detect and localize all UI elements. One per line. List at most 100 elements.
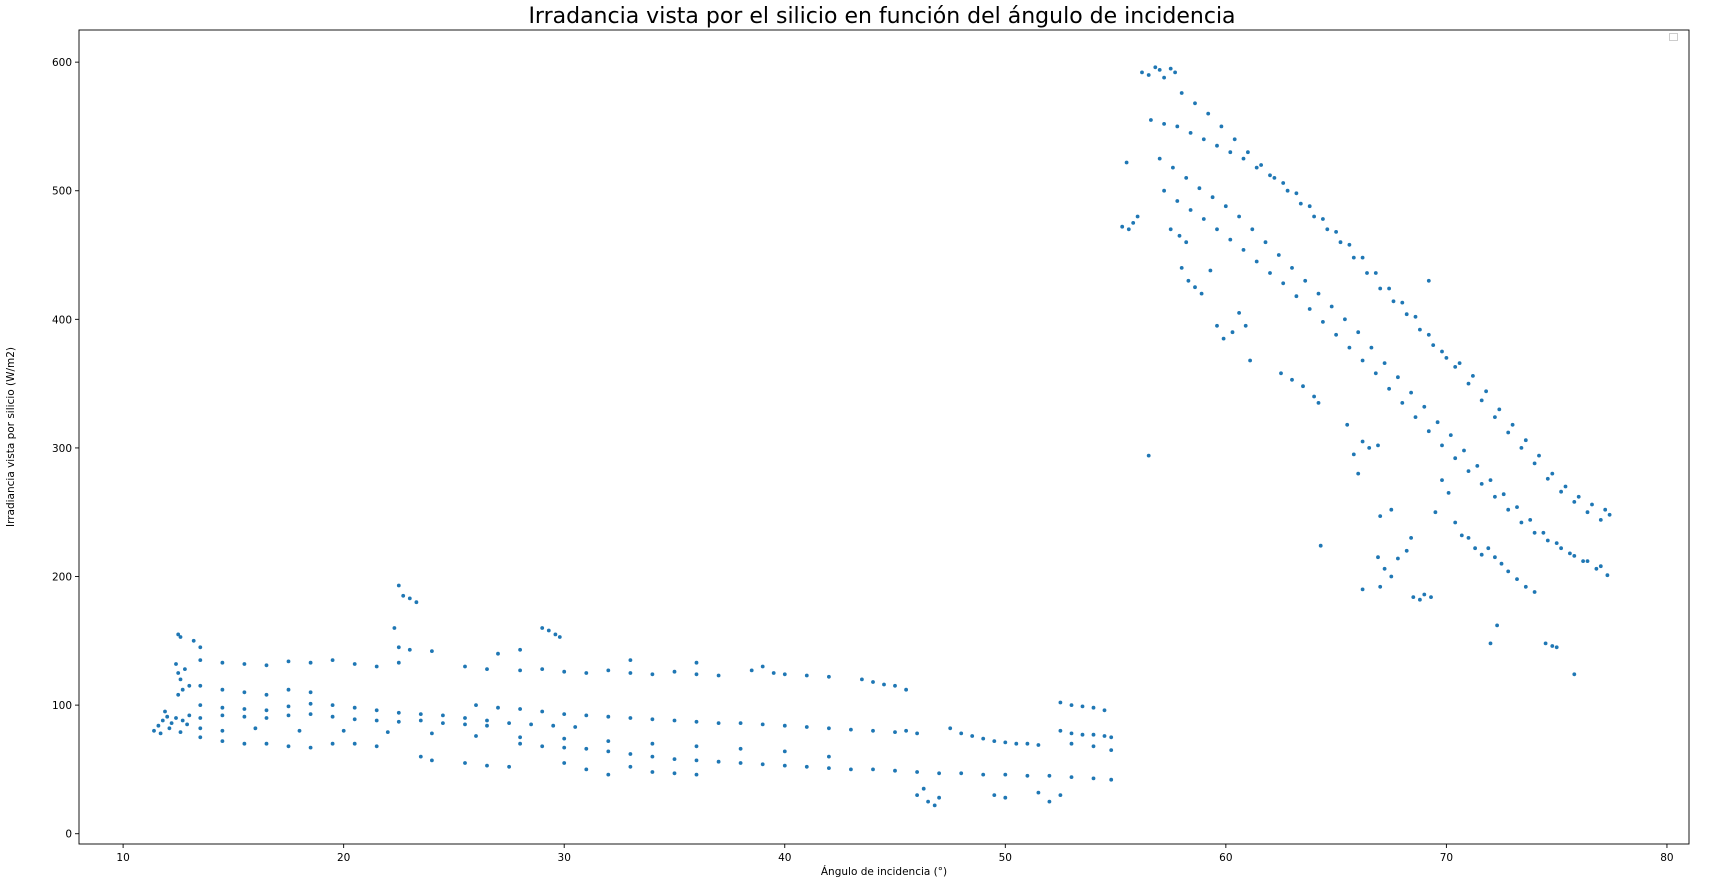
scatter-point	[849, 727, 853, 732]
scatter-point	[178, 635, 183, 639]
scatter-point	[1303, 278, 1308, 283]
scatter-point	[860, 677, 864, 682]
y-tick-label: 100	[52, 700, 72, 712]
chart-title: Irradancia vista por el silicio en funci…	[528, 4, 1235, 29]
scatter-point	[1376, 443, 1380, 448]
scatter-point	[1473, 546, 1477, 551]
scatter-point	[1510, 422, 1515, 427]
scatter-point	[374, 708, 379, 713]
scatter-point	[1290, 266, 1294, 270]
scatter-point	[981, 736, 986, 741]
scatter-point	[1188, 131, 1193, 135]
scatter-point	[1382, 361, 1387, 365]
scatter-point	[178, 730, 183, 734]
scatter-point	[827, 674, 831, 679]
scatter-point	[474, 703, 478, 707]
scatter-point	[1131, 221, 1136, 225]
scatter-point	[1391, 299, 1396, 304]
scatter-point	[1396, 556, 1400, 561]
scatter-point	[187, 713, 192, 718]
scatter-point	[463, 761, 467, 765]
scatter-point	[893, 768, 897, 773]
scatter-point	[418, 712, 423, 716]
scatter-point	[1466, 469, 1471, 473]
x-axis: 10 20 30 40 50 60 70 80	[116, 844, 1674, 864]
scatter-point	[921, 786, 926, 791]
scatter-point	[1440, 443, 1444, 448]
x-tick-label: 70	[1440, 852, 1453, 864]
scatter-point	[1334, 230, 1338, 234]
scatter-point	[1215, 227, 1219, 232]
scatter-point	[1248, 358, 1252, 363]
scatter-point	[1607, 512, 1612, 517]
scatter-point	[1301, 384, 1305, 389]
scatter-point	[518, 668, 522, 673]
scatter-point	[1598, 518, 1603, 522]
scatter-point	[1347, 242, 1352, 247]
scatter-point	[1360, 587, 1365, 592]
scatter-point	[176, 632, 181, 637]
scatter-point	[970, 734, 975, 738]
x-axis-label: Ángulo de incidencia (°)	[821, 865, 947, 878]
scatter-point	[308, 690, 313, 695]
scatter-point	[264, 692, 269, 697]
scatter-point	[1422, 404, 1427, 409]
scatter-point	[904, 687, 908, 692]
scatter-point	[672, 718, 677, 723]
scatter-point	[1426, 429, 1431, 434]
scatter-point	[915, 793, 919, 797]
scatter-point	[827, 754, 831, 759]
scatter-point	[1338, 240, 1343, 245]
y-tick-label: 0	[65, 829, 72, 841]
scatter-point	[1334, 332, 1338, 337]
scatter-point	[584, 746, 589, 751]
scatter-point	[1237, 214, 1241, 219]
scatter-point	[1484, 389, 1488, 394]
scatter-point	[1232, 137, 1237, 142]
scatter-point	[1488, 641, 1493, 646]
scatter-point	[1554, 645, 1559, 650]
scatter-point	[871, 680, 875, 684]
scatter-point	[308, 660, 313, 665]
scatter-point	[1378, 514, 1383, 518]
scatter-point	[242, 714, 247, 719]
scatter-point	[1360, 439, 1365, 444]
y-tick-label: 600	[52, 57, 72, 69]
scatter-point	[1396, 375, 1400, 380]
scatter-point	[1605, 573, 1610, 578]
scatter-point	[1246, 150, 1250, 155]
scatter-point	[1312, 214, 1316, 219]
scatter-point	[932, 803, 937, 808]
scatter-point	[546, 628, 551, 633]
scatter-point	[1400, 401, 1405, 405]
scatter-point	[1376, 555, 1380, 560]
scatter-point	[1493, 494, 1497, 499]
scatter-point	[1543, 641, 1548, 646]
scatter-point	[540, 709, 545, 714]
scatter-point	[1572, 500, 1577, 504]
scatter-point	[1219, 124, 1224, 129]
scatter-point	[396, 583, 401, 588]
scatter-point	[1515, 505, 1519, 509]
scatter-point	[396, 719, 401, 724]
scatter-point	[330, 703, 335, 707]
scatter-point	[1493, 555, 1497, 560]
plot-frame	[78, 29, 1690, 845]
x-tick-label: 60	[1219, 852, 1232, 864]
scatter-point	[1550, 471, 1555, 476]
scatter-point	[1446, 491, 1451, 495]
scatter-point	[176, 671, 181, 675]
scatter-point	[1193, 285, 1197, 290]
scatter-point	[1281, 281, 1286, 286]
scatter-point	[220, 687, 225, 692]
scatter-point	[1389, 507, 1394, 512]
scatter-point	[253, 726, 258, 731]
scatter-point	[169, 721, 174, 725]
scatter-point	[1307, 204, 1312, 209]
scatter-point	[1307, 307, 1312, 311]
scatter-point	[1179, 266, 1184, 270]
scatter-point	[1389, 574, 1394, 579]
scatter-point	[352, 705, 357, 710]
scatter-point	[926, 799, 930, 804]
